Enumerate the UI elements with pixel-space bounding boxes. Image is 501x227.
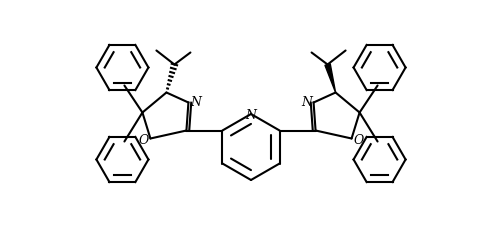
- Text: O: O: [353, 133, 363, 146]
- Polygon shape: [324, 64, 335, 93]
- Text: N: N: [245, 108, 256, 121]
- Text: N: N: [301, 96, 312, 109]
- Text: N: N: [189, 96, 200, 109]
- Text: O: O: [138, 133, 148, 146]
